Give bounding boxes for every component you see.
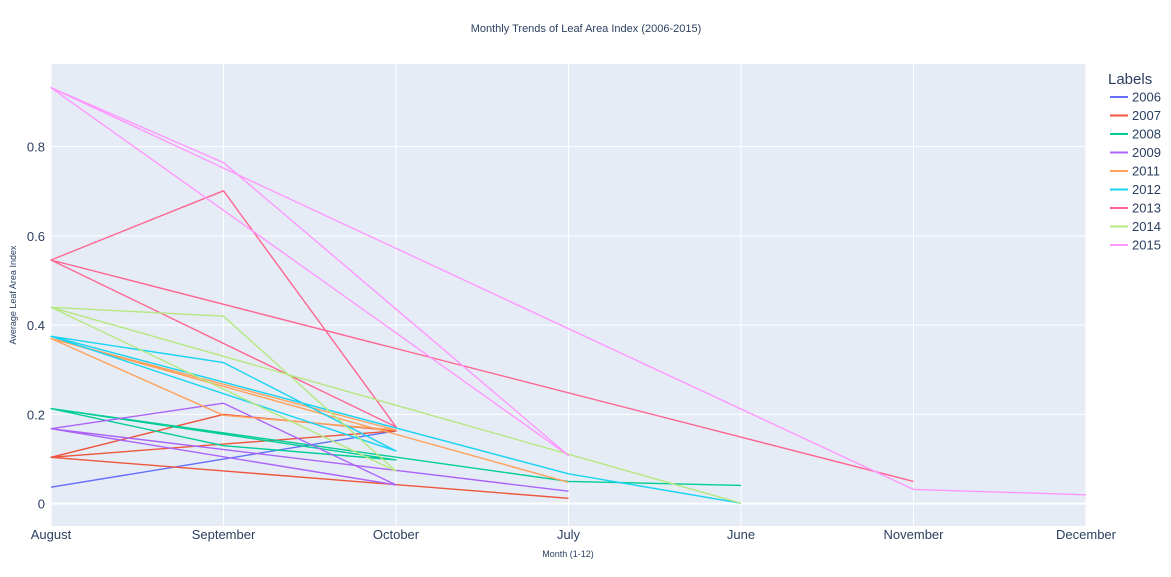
series-line-2015 xyxy=(50,86,1087,496)
y-tick-label: 0 xyxy=(38,497,45,512)
legend-title: Labels xyxy=(1108,71,1152,88)
x-tick-label: December xyxy=(1056,527,1117,542)
y-tick-label: 0.4 xyxy=(27,318,45,333)
x-tick-label: August xyxy=(31,527,72,542)
series-line-2006 xyxy=(50,430,397,488)
series-line-2014 xyxy=(50,306,742,504)
legend: Labels 2006 2007 2008 2009 2011 2012 2013 2014 2… xyxy=(1108,71,1161,253)
legend-label-2015: 2015 xyxy=(1132,238,1161,253)
legend-label-2009: 2009 xyxy=(1132,145,1161,160)
chart-title: Monthly Trends of Leaf Area Index (2006-… xyxy=(471,23,702,35)
y-tick-label: 0.2 xyxy=(27,407,45,422)
x-tick-label: June xyxy=(727,527,755,542)
x-tick-label: October xyxy=(373,527,420,542)
x-axis-title: Month (1-12) xyxy=(542,549,594,559)
y-tick-label: 0.8 xyxy=(27,140,45,155)
series-line-2008 xyxy=(50,407,742,487)
legend-label-2013: 2013 xyxy=(1132,201,1161,216)
series-line-2012 xyxy=(50,335,742,504)
series-line-2011 xyxy=(50,337,569,483)
y-tick-label: 0.6 xyxy=(27,229,45,244)
series-line-2007 xyxy=(50,413,569,499)
legend-label-2011: 2011 xyxy=(1132,164,1160,179)
x-tick-label: November xyxy=(884,527,945,542)
legend-label-2006: 2006 xyxy=(1132,90,1161,105)
y-axis-title: Average Leaf Area Index xyxy=(8,245,18,344)
x-tick-labels: August September October July June November De… xyxy=(31,527,1117,542)
y-tick-labels: 0 0.2 0.4 0.6 0.8 xyxy=(27,140,45,512)
series-lines xyxy=(50,86,1087,504)
x-tick-label: September xyxy=(192,527,256,542)
x-tick-label: July xyxy=(557,527,581,542)
legend-label-2014: 2014 xyxy=(1132,219,1161,234)
series-line-2013 xyxy=(50,190,914,483)
legend-label-2007: 2007 xyxy=(1132,108,1161,123)
series-line-2009 xyxy=(50,402,569,492)
legend-label-2008: 2008 xyxy=(1132,127,1161,142)
legend-label-2012: 2012 xyxy=(1132,182,1161,197)
